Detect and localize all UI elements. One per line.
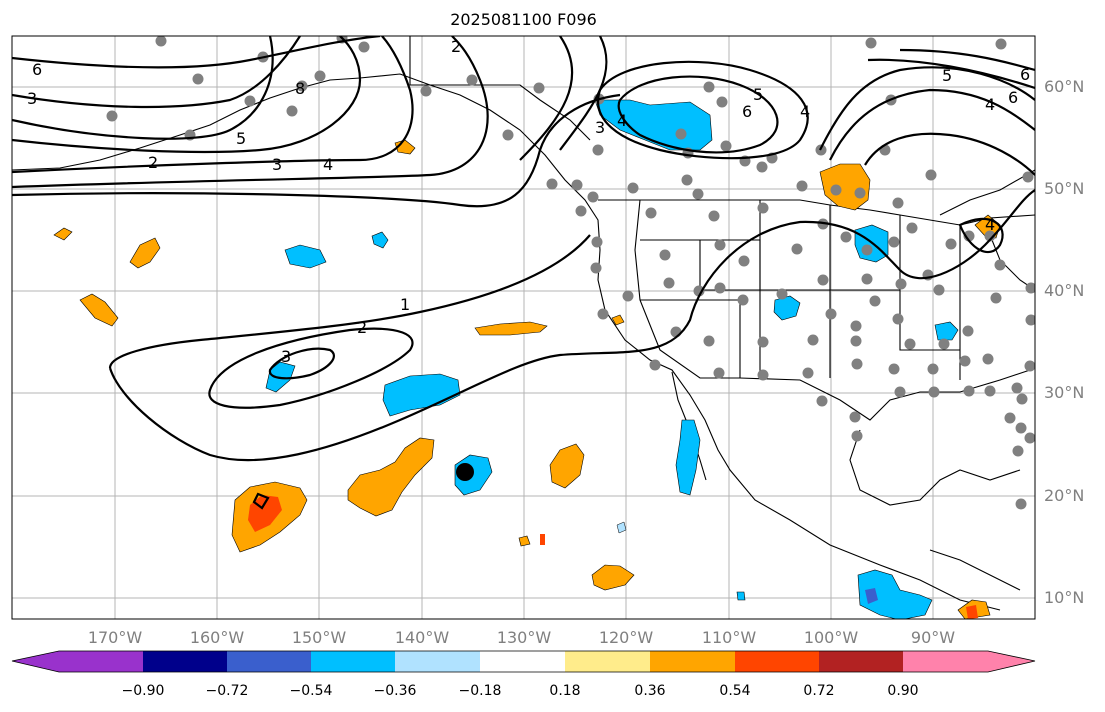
lat-label-10n: 10°N: [1044, 588, 1085, 607]
storm-marker: [456, 463, 474, 481]
lat-label-20n: 20°N: [1044, 486, 1085, 505]
svg-text:3: 3: [281, 347, 291, 366]
svg-text:4: 4: [985, 95, 995, 114]
colorbar-tick: −0.36: [373, 683, 417, 699]
svg-text:1: 1: [400, 295, 410, 314]
svg-text:5: 5: [942, 66, 952, 85]
svg-text:6: 6: [1020, 65, 1030, 84]
strong-negative-anomaly-regions: [865, 588, 878, 604]
svg-text:4: 4: [985, 215, 995, 234]
svg-text:4: 4: [800, 102, 810, 121]
colorbar-tick: 0.72: [803, 683, 835, 699]
svg-text:3: 3: [595, 118, 605, 137]
svg-text:4: 4: [617, 111, 627, 130]
lat-label-60n: 60°N: [1044, 77, 1085, 96]
lon-label-170w: 170°W: [87, 628, 143, 647]
lon-label-90w: 90°W: [910, 628, 956, 647]
svg-text:4: 4: [323, 155, 333, 174]
light-negative-anomaly-regions: [616, 521, 627, 534]
lon-label-150w: 150°W: [291, 628, 347, 647]
colorbar-tick: −0.18: [458, 683, 502, 699]
svg-text:5: 5: [236, 129, 246, 148]
lon-label-160w: 160°W: [189, 628, 245, 647]
svg-text:2: 2: [451, 37, 461, 56]
contour-labels: 6 3 5 2 3 4 2 3 4 6 5 6 4 5 4 6 1 2 3 8 …: [27, 37, 1030, 366]
colorbar-extend-high: [988, 651, 1035, 672]
svg-text:8: 8: [295, 79, 305, 98]
lon-label-100w: 100°W: [803, 628, 859, 647]
svg-text:5: 5: [753, 85, 763, 104]
svg-text:3: 3: [272, 155, 282, 174]
colorbar-tick: −0.90: [121, 683, 165, 699]
lon-label-110w: 110°W: [701, 628, 757, 647]
map-frame: [11, 35, 1036, 620]
lon-label-130w: 130°W: [496, 628, 552, 647]
colorbar-extend-low: [12, 651, 59, 672]
lat-label-50n: 50°N: [1044, 179, 1085, 198]
colorbar-tick: 0.90: [887, 683, 919, 699]
station-dots: [106, 36, 1035, 510]
svg-text:6: 6: [742, 102, 752, 121]
svg-text:6: 6: [32, 60, 42, 79]
lon-label-120w: 120°W: [598, 628, 654, 647]
map-title: 2025081100 F096: [450, 10, 597, 29]
svg-text:2: 2: [148, 153, 158, 172]
colorbar-tick: 0.36: [634, 683, 666, 699]
colorbar-tick: −0.54: [289, 683, 333, 699]
svg-text:6: 6: [1008, 88, 1018, 107]
colorbar-tick: 0.18: [549, 683, 581, 699]
contour-lines: [12, 36, 1035, 510]
lat-label-30n: 30°N: [1044, 383, 1085, 402]
colorbar-tick: −0.72: [205, 683, 249, 699]
svg-text:2: 2: [357, 318, 367, 337]
lon-label-140w: 140°W: [394, 628, 450, 647]
positive-anomaly-regions: [53, 139, 1001, 619]
colorbar-tick: 0.54: [719, 683, 751, 699]
lat-label-40n: 40°N: [1044, 281, 1085, 300]
svg-text:3: 3: [27, 89, 37, 108]
colorbar: [11, 650, 1036, 673]
